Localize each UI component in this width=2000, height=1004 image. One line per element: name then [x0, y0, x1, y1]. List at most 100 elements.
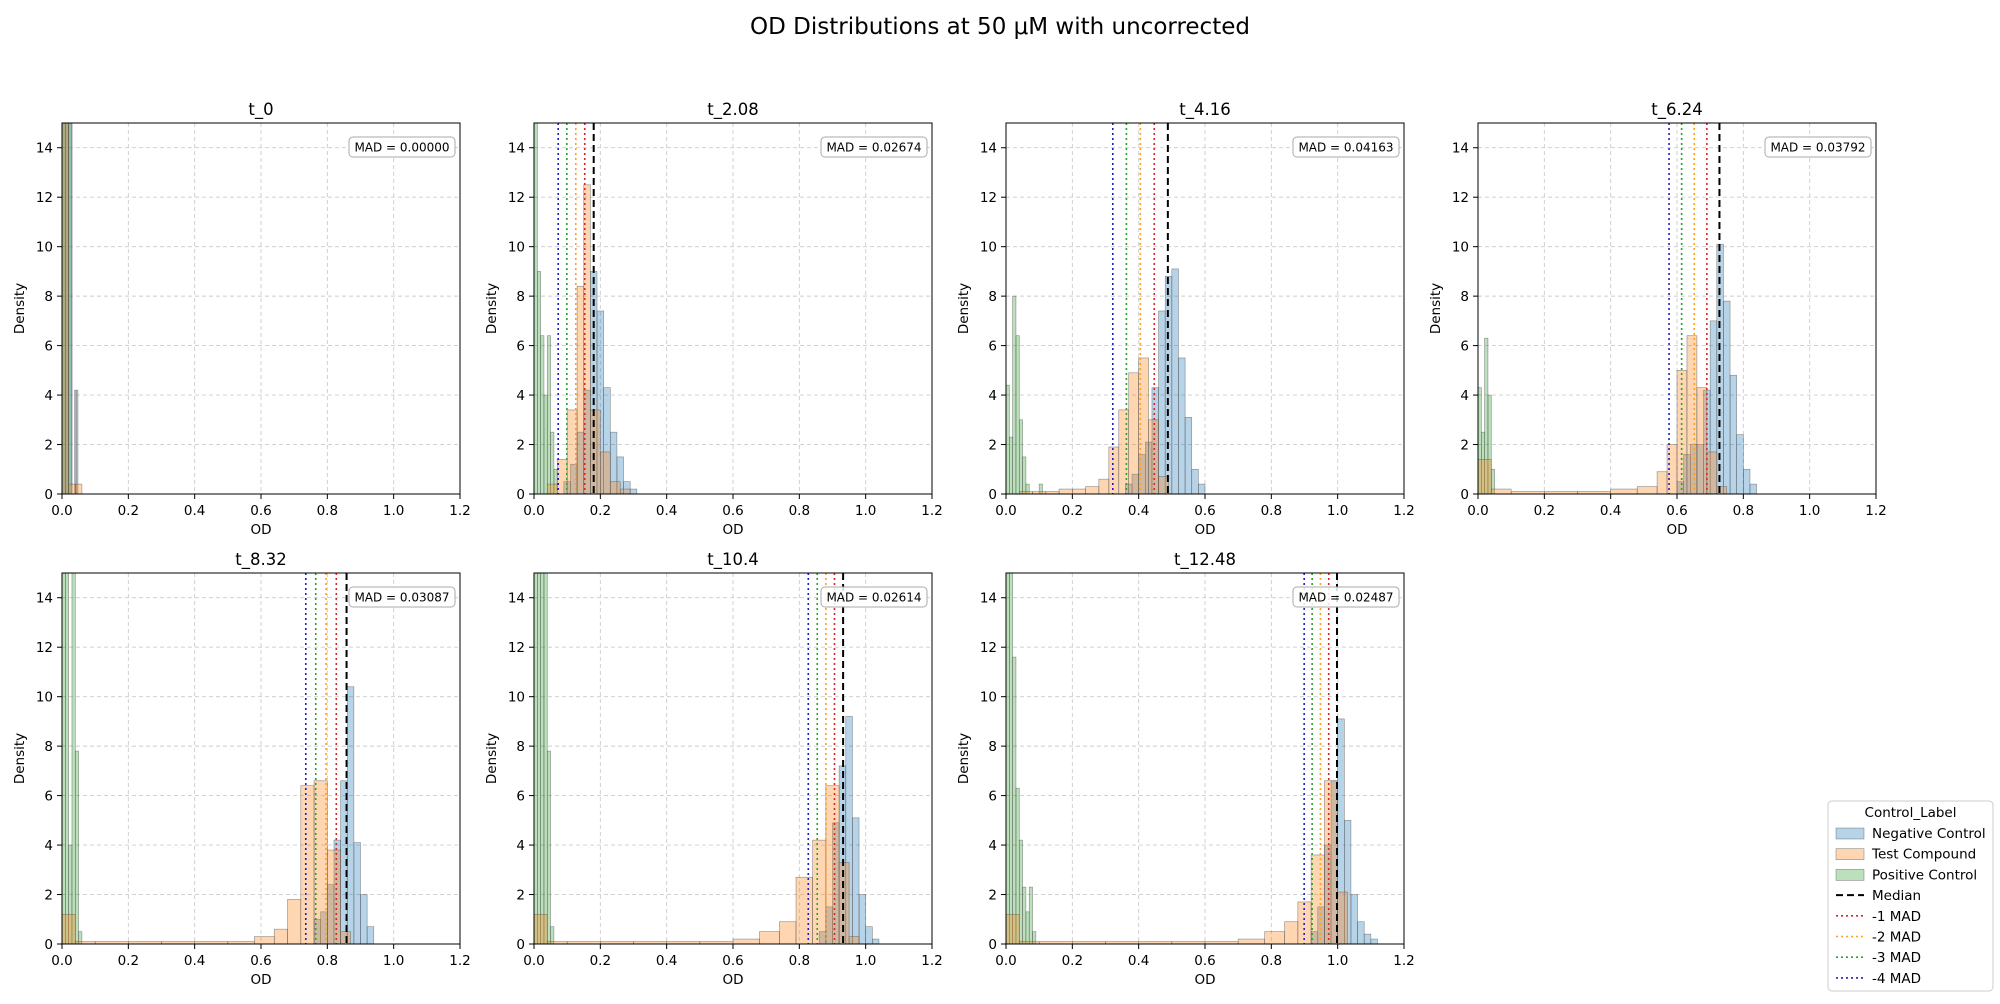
- histogram-bars: [1006, 123, 1206, 494]
- hist-bar-test: [848, 936, 860, 944]
- hist-bar-negative: [68, 123, 73, 494]
- x-tick-label: 0.2: [118, 953, 139, 969]
- legend-label-negative: Negative Control: [1872, 826, 1986, 842]
- hist-bar-test: [566, 409, 578, 494]
- mad-annotation-text: MAD = 0.04163: [1298, 141, 1393, 155]
- y-tick-label: 12: [36, 190, 53, 206]
- y-tick-label: 14: [508, 591, 525, 607]
- hist-bar-test: [1264, 931, 1285, 944]
- panel-title: t_10.4: [707, 550, 758, 570]
- x-tick-label: 1.0: [383, 953, 404, 969]
- y-tick-label: 14: [36, 141, 53, 157]
- hist-bar-positive: [74, 750, 79, 944]
- y-tick-label: 4: [988, 388, 997, 404]
- hist-bar-test: [795, 876, 813, 944]
- x-tick-label: 0.6: [250, 503, 271, 519]
- y-tick-label: 10: [36, 690, 53, 706]
- y-tick-label: 8: [516, 739, 525, 755]
- hist-bar-test: [1284, 921, 1299, 944]
- hist-bar-test: [1118, 409, 1130, 494]
- y-tick-label: 10: [1452, 240, 1469, 256]
- y-tick-label: 6: [44, 339, 53, 355]
- x-tick-label: 0.4: [1600, 503, 1621, 519]
- hist-bar-test: [327, 849, 341, 944]
- y-tick-label: 8: [988, 739, 997, 755]
- x-tick-label: 0.4: [656, 503, 677, 519]
- hist-bar-test: [74, 483, 83, 494]
- mad-annotation-text: MAD = 0.02614: [826, 591, 921, 605]
- histogram-bars: [1478, 123, 1757, 494]
- hist-bar-test: [1128, 372, 1139, 494]
- figure-title: OD Distributions at 50 μM with uncorrect…: [750, 14, 1250, 40]
- y-axis-label: Density: [484, 733, 500, 784]
- hist-bar-positive: [1015, 335, 1020, 494]
- hist-bar-positive: [543, 573, 548, 944]
- hist-bar-negative: [858, 894, 866, 944]
- x-tick-label: 0.8: [789, 953, 810, 969]
- y-tick-label: 8: [44, 289, 53, 305]
- y-tick-label: 6: [988, 339, 997, 355]
- hist-bar-negative: [1723, 300, 1731, 494]
- hist-bar-test: [590, 409, 601, 494]
- x-tick-label: 0.8: [1261, 953, 1282, 969]
- hist-bar-test: [1237, 938, 1265, 944]
- y-tick-label: 6: [988, 789, 997, 805]
- mad-annotation-box: [820, 586, 928, 608]
- y-tick-label: 4: [1460, 388, 1469, 404]
- hist-bar-negative: [1350, 894, 1358, 944]
- x-axis-label: OD: [250, 522, 271, 538]
- mad-annotation-text: MAD = 0.02674: [826, 141, 921, 155]
- hist-bar-negative: [1198, 483, 1206, 494]
- mad-annotation-box: [1292, 586, 1400, 608]
- histogram-bars: [62, 573, 375, 944]
- x-tick-label: 0.6: [1194, 953, 1215, 969]
- y-tick-label: 0: [988, 487, 997, 503]
- hist-bar-negative: [1370, 938, 1378, 944]
- hist-bar-positive: [1009, 436, 1013, 494]
- x-tick-label: 0.8: [317, 503, 338, 519]
- hist-bar-negative: [1743, 468, 1751, 494]
- x-tick-label: 0.2: [118, 503, 139, 519]
- y-tick-label: 4: [516, 388, 525, 404]
- y-tick-label: 4: [988, 838, 997, 854]
- x-tick-label: 0.0: [51, 953, 72, 969]
- hist-bar-negative: [366, 926, 375, 944]
- hist-bar-test: [1636, 486, 1658, 494]
- y-axis-label: Density: [12, 283, 28, 334]
- hist-bar-positive: [540, 335, 545, 494]
- hist-bar-test: [732, 938, 760, 944]
- hist-bar-test: [1686, 335, 1698, 494]
- x-tick-label: 1.2: [449, 503, 470, 519]
- hist-bar-test: [300, 785, 315, 944]
- panel-t_10_4: 0.0 0.2 0.4 0.6 0.8 1.0 1.2 0 2 4 6 8 10 12 14 OD Densit…: [484, 550, 943, 988]
- hist-bar-test: [600, 451, 611, 494]
- mad-annotation-text: MAD = 0.00000: [354, 141, 449, 155]
- hist-bar-test: [1478, 459, 1492, 494]
- y-tick-label: 0: [516, 937, 525, 953]
- mad-annotation-text: MAD = 0.03087: [354, 591, 449, 605]
- legend-label-test: Test Compound: [1871, 847, 1976, 863]
- legend-label-mad1: -1 MAD: [1872, 909, 1921, 925]
- x-tick-label: 0.2: [1534, 503, 1555, 519]
- x-tick-label: 0.8: [789, 503, 810, 519]
- hist-bar-test: [1706, 451, 1718, 494]
- y-tick-label: 12: [36, 640, 53, 656]
- x-tick-label: 1.2: [1393, 953, 1414, 969]
- y-axis-label: Density: [956, 283, 972, 334]
- hist-bar-negative: [1158, 310, 1166, 494]
- y-tick-label: 0: [44, 937, 53, 953]
- mad-annotation-text: MAD = 0.03792: [1770, 141, 1865, 155]
- hist-bar-negative: [1191, 468, 1199, 494]
- hist-bar-negative: [865, 926, 873, 944]
- hist-bar-positive: [1018, 839, 1023, 944]
- legend-frame: [1827, 800, 1994, 992]
- hist-bar-negative: [1171, 268, 1179, 494]
- hist-bar-positive: [1032, 931, 1037, 944]
- hist-bar-test: [534, 914, 548, 944]
- hist-bar-test: [1158, 476, 1169, 494]
- hist-bar-test: [1006, 914, 1020, 944]
- x-tick-label: 1.2: [921, 953, 942, 969]
- x-tick-label: 1.2: [1865, 503, 1886, 519]
- legend-label-mad4: -4 MAD: [1872, 971, 1921, 987]
- hist-bar-positive: [1018, 419, 1023, 494]
